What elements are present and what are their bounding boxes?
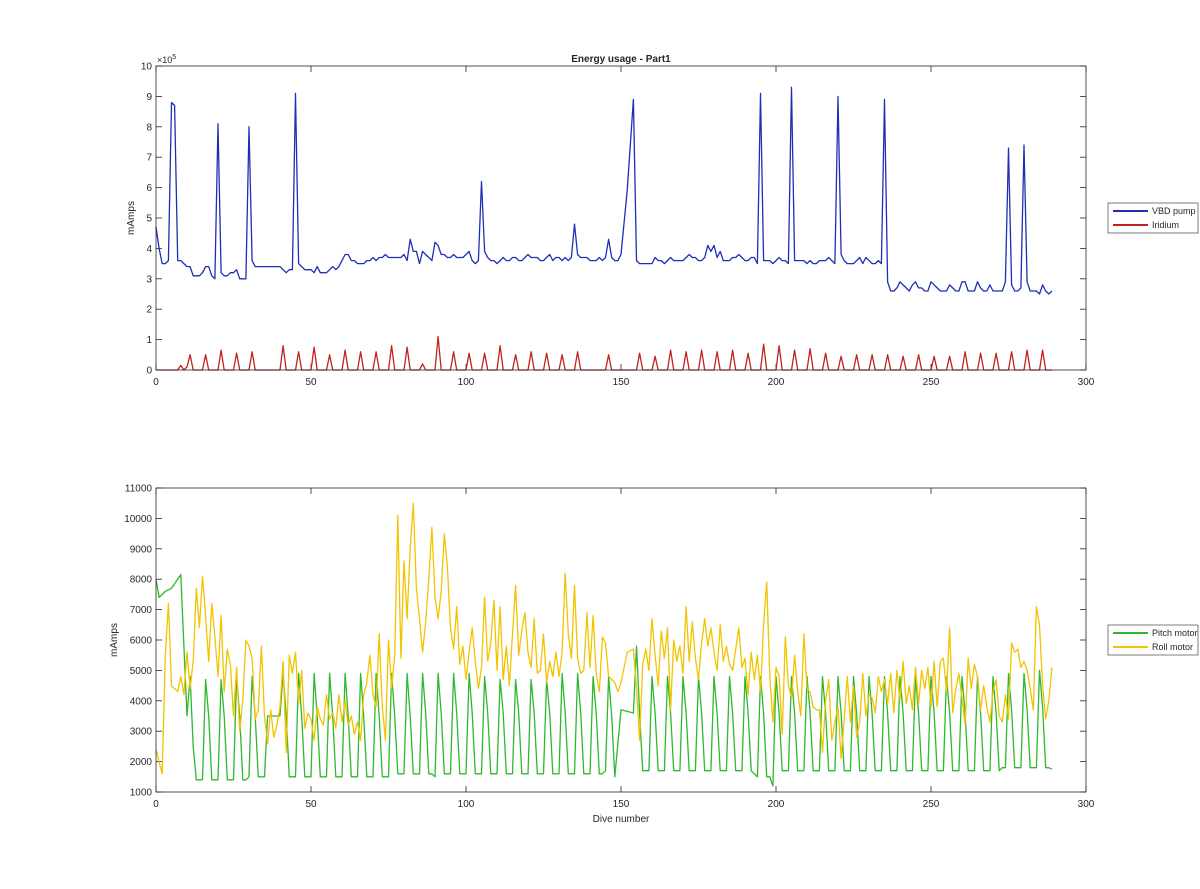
top-y-tick-label-0: 0 xyxy=(146,366,152,377)
top-y-exponent-label: ×105 xyxy=(157,54,176,65)
top-y-tick-label-2: 2 xyxy=(146,305,152,316)
top-x-tick-label-100: 100 xyxy=(458,377,475,388)
top-axes: 0 50 100 150 200 250 300 0 1 2 3 4 5 6 7 8 9 10 Energy us… xyxy=(126,54,1095,388)
legend-label-vbd-pump: VBD pump xyxy=(1152,206,1196,216)
bottom-y-tick-label-2000: 2000 xyxy=(130,757,153,768)
top-y-tick-label-4: 4 xyxy=(146,244,152,255)
legend-label-pitch-motor: Pitch motor xyxy=(1152,628,1198,638)
top-x-tick-label-200: 200 xyxy=(768,377,785,388)
top-y-tick-label-8: 8 xyxy=(146,122,152,133)
bottom-y-tick-label-10000: 10000 xyxy=(124,514,152,525)
bottom-y-tick-label-7000: 7000 xyxy=(130,605,153,616)
top-y-tick-label-1: 1 xyxy=(146,335,152,346)
bottom-x-tick-label-200: 200 xyxy=(768,799,785,810)
top-y-exponent-base: ×10 xyxy=(157,55,172,65)
legend-label-roll-motor: Roll motor xyxy=(1152,642,1193,652)
bottom-x-tick-label-50: 50 xyxy=(305,799,317,810)
bottom-y-tick-label-5000: 5000 xyxy=(130,666,153,677)
bottom-y-tick-label-9000: 9000 xyxy=(130,544,153,555)
bottom-x-axis-label: Dive number xyxy=(593,814,650,825)
bottom-y-tick-label-8000: 8000 xyxy=(130,575,153,586)
bottom-y-axis-label: mAmps xyxy=(109,623,120,657)
top-x-tick-label-0: 0 xyxy=(153,377,159,388)
bottom-plot-area xyxy=(156,488,1086,792)
top-y-tick-label-3: 3 xyxy=(146,274,152,285)
bottom-axes-box xyxy=(155,487,1087,793)
bottom-y-tick-label-11000: 11000 xyxy=(125,484,153,495)
bottom-x-tick-label-100: 100 xyxy=(458,799,475,810)
top-legend: VBD pump Iridium xyxy=(1107,202,1199,234)
bottom-legend: Pitch motor Roll motor xyxy=(1107,624,1199,656)
bottom-ticks: 0 50 100 150 200 250 300 1000 2000 3000 4000 5000 60… xyxy=(124,484,1095,811)
bottom-y-tick-label-4000: 4000 xyxy=(130,696,153,707)
top-legend-box xyxy=(1107,202,1199,234)
top-y-tick-label-6: 6 xyxy=(146,183,152,194)
top-axes-box xyxy=(155,65,1087,371)
series-line-roll-motor xyxy=(155,502,1053,775)
top-x-tick-label-150: 150 xyxy=(613,377,630,388)
top-x-tick-label-250: 250 xyxy=(923,377,940,388)
bottom-x-tick-label-300: 300 xyxy=(1078,799,1095,810)
bottom-legend-box xyxy=(1107,624,1199,656)
top-chart-title: Energy usage - Part1 xyxy=(571,54,671,65)
top-y-tick-label-7: 7 xyxy=(146,153,152,164)
top-x-tick-label-50: 50 xyxy=(305,377,317,388)
legend-label-iridium: Iridium xyxy=(1152,220,1179,230)
bottom-series-lines xyxy=(155,502,1053,787)
series-line-vbd-pump xyxy=(155,86,1053,295)
top-y-tick-label-10: 10 xyxy=(141,62,153,73)
top-y-axis-label: mAmps xyxy=(126,201,137,235)
top-y-tick-label-5: 5 xyxy=(146,214,152,225)
bottom-x-tick-label-250: 250 xyxy=(923,799,940,810)
top-x-tick-label-300: 300 xyxy=(1078,377,1095,388)
bottom-y-tick-label-3000: 3000 xyxy=(130,727,153,738)
bottom-x-tick-label-150: 150 xyxy=(613,799,630,810)
bottom-y-tick-label-1000: 1000 xyxy=(130,788,153,799)
series-line-pitch-motor xyxy=(155,573,1053,787)
top-plot-area xyxy=(156,66,1086,370)
bottom-x-tick-label-0: 0 xyxy=(153,799,159,810)
bottom-y-tick-label-6000: 6000 xyxy=(130,636,153,647)
top-y-tick-label-9: 9 xyxy=(146,92,152,103)
bottom-axes: 0 50 100 150 200 250 300 1000 2000 3000 4000 5000 60… xyxy=(109,484,1095,826)
top-y-exponent-power: 5 xyxy=(172,54,176,61)
